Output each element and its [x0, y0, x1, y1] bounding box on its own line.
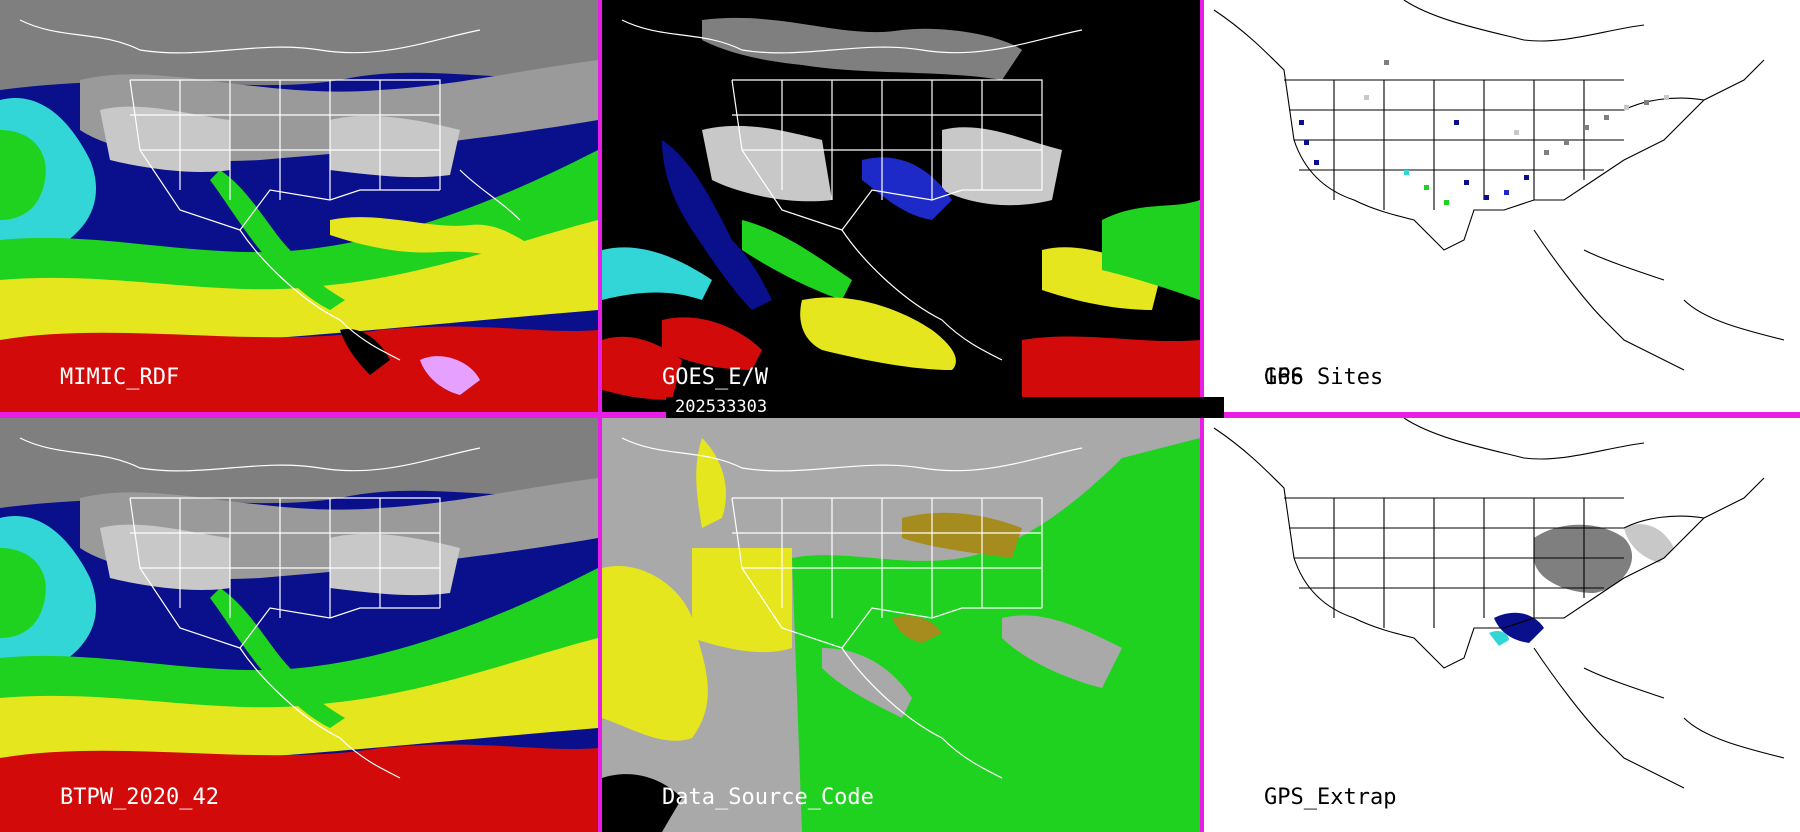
panel-gps-extrap[interactable]: GPS_Extrap [1204, 418, 1800, 832]
panel-btpw-2020-42[interactable]: BTPW_2020_42 [0, 418, 598, 832]
timestamp-text: 202533303 [675, 397, 768, 417]
gps-site-markers [1299, 60, 1669, 205]
panel-gps-sites[interactable]: GPS Sites 166 [1204, 0, 1800, 412]
data-source-map [602, 418, 1200, 832]
timestamp-bar: 202533303 [666, 397, 1224, 418]
panel-label: GOES_E/W [662, 365, 768, 390]
goes-tpw-map [602, 0, 1200, 412]
btpw-field-map [0, 418, 598, 832]
panel-label: GPS Sites [1264, 365, 1384, 390]
panel-mimic-rdf[interactable]: MIMIC_RDF [0, 0, 598, 412]
gps-sites-map [1213, 0, 1785, 371]
panel-label: Data_Source_Code [662, 785, 874, 810]
panel-data-source-code[interactable]: Data_Source_Code [602, 418, 1200, 832]
tpw-field-map [0, 0, 598, 412]
panel-label: GPS_Extrap [1264, 785, 1397, 810]
site-count: 166 [1264, 365, 1304, 390]
panel-goes-ew[interactable]: GOES_E/W [602, 0, 1200, 412]
panel-label: BTPW_2020_42 [60, 785, 219, 810]
gps-extrap-map [1213, 418, 1785, 789]
panel-label: MIMIC_RDF [60, 365, 180, 390]
